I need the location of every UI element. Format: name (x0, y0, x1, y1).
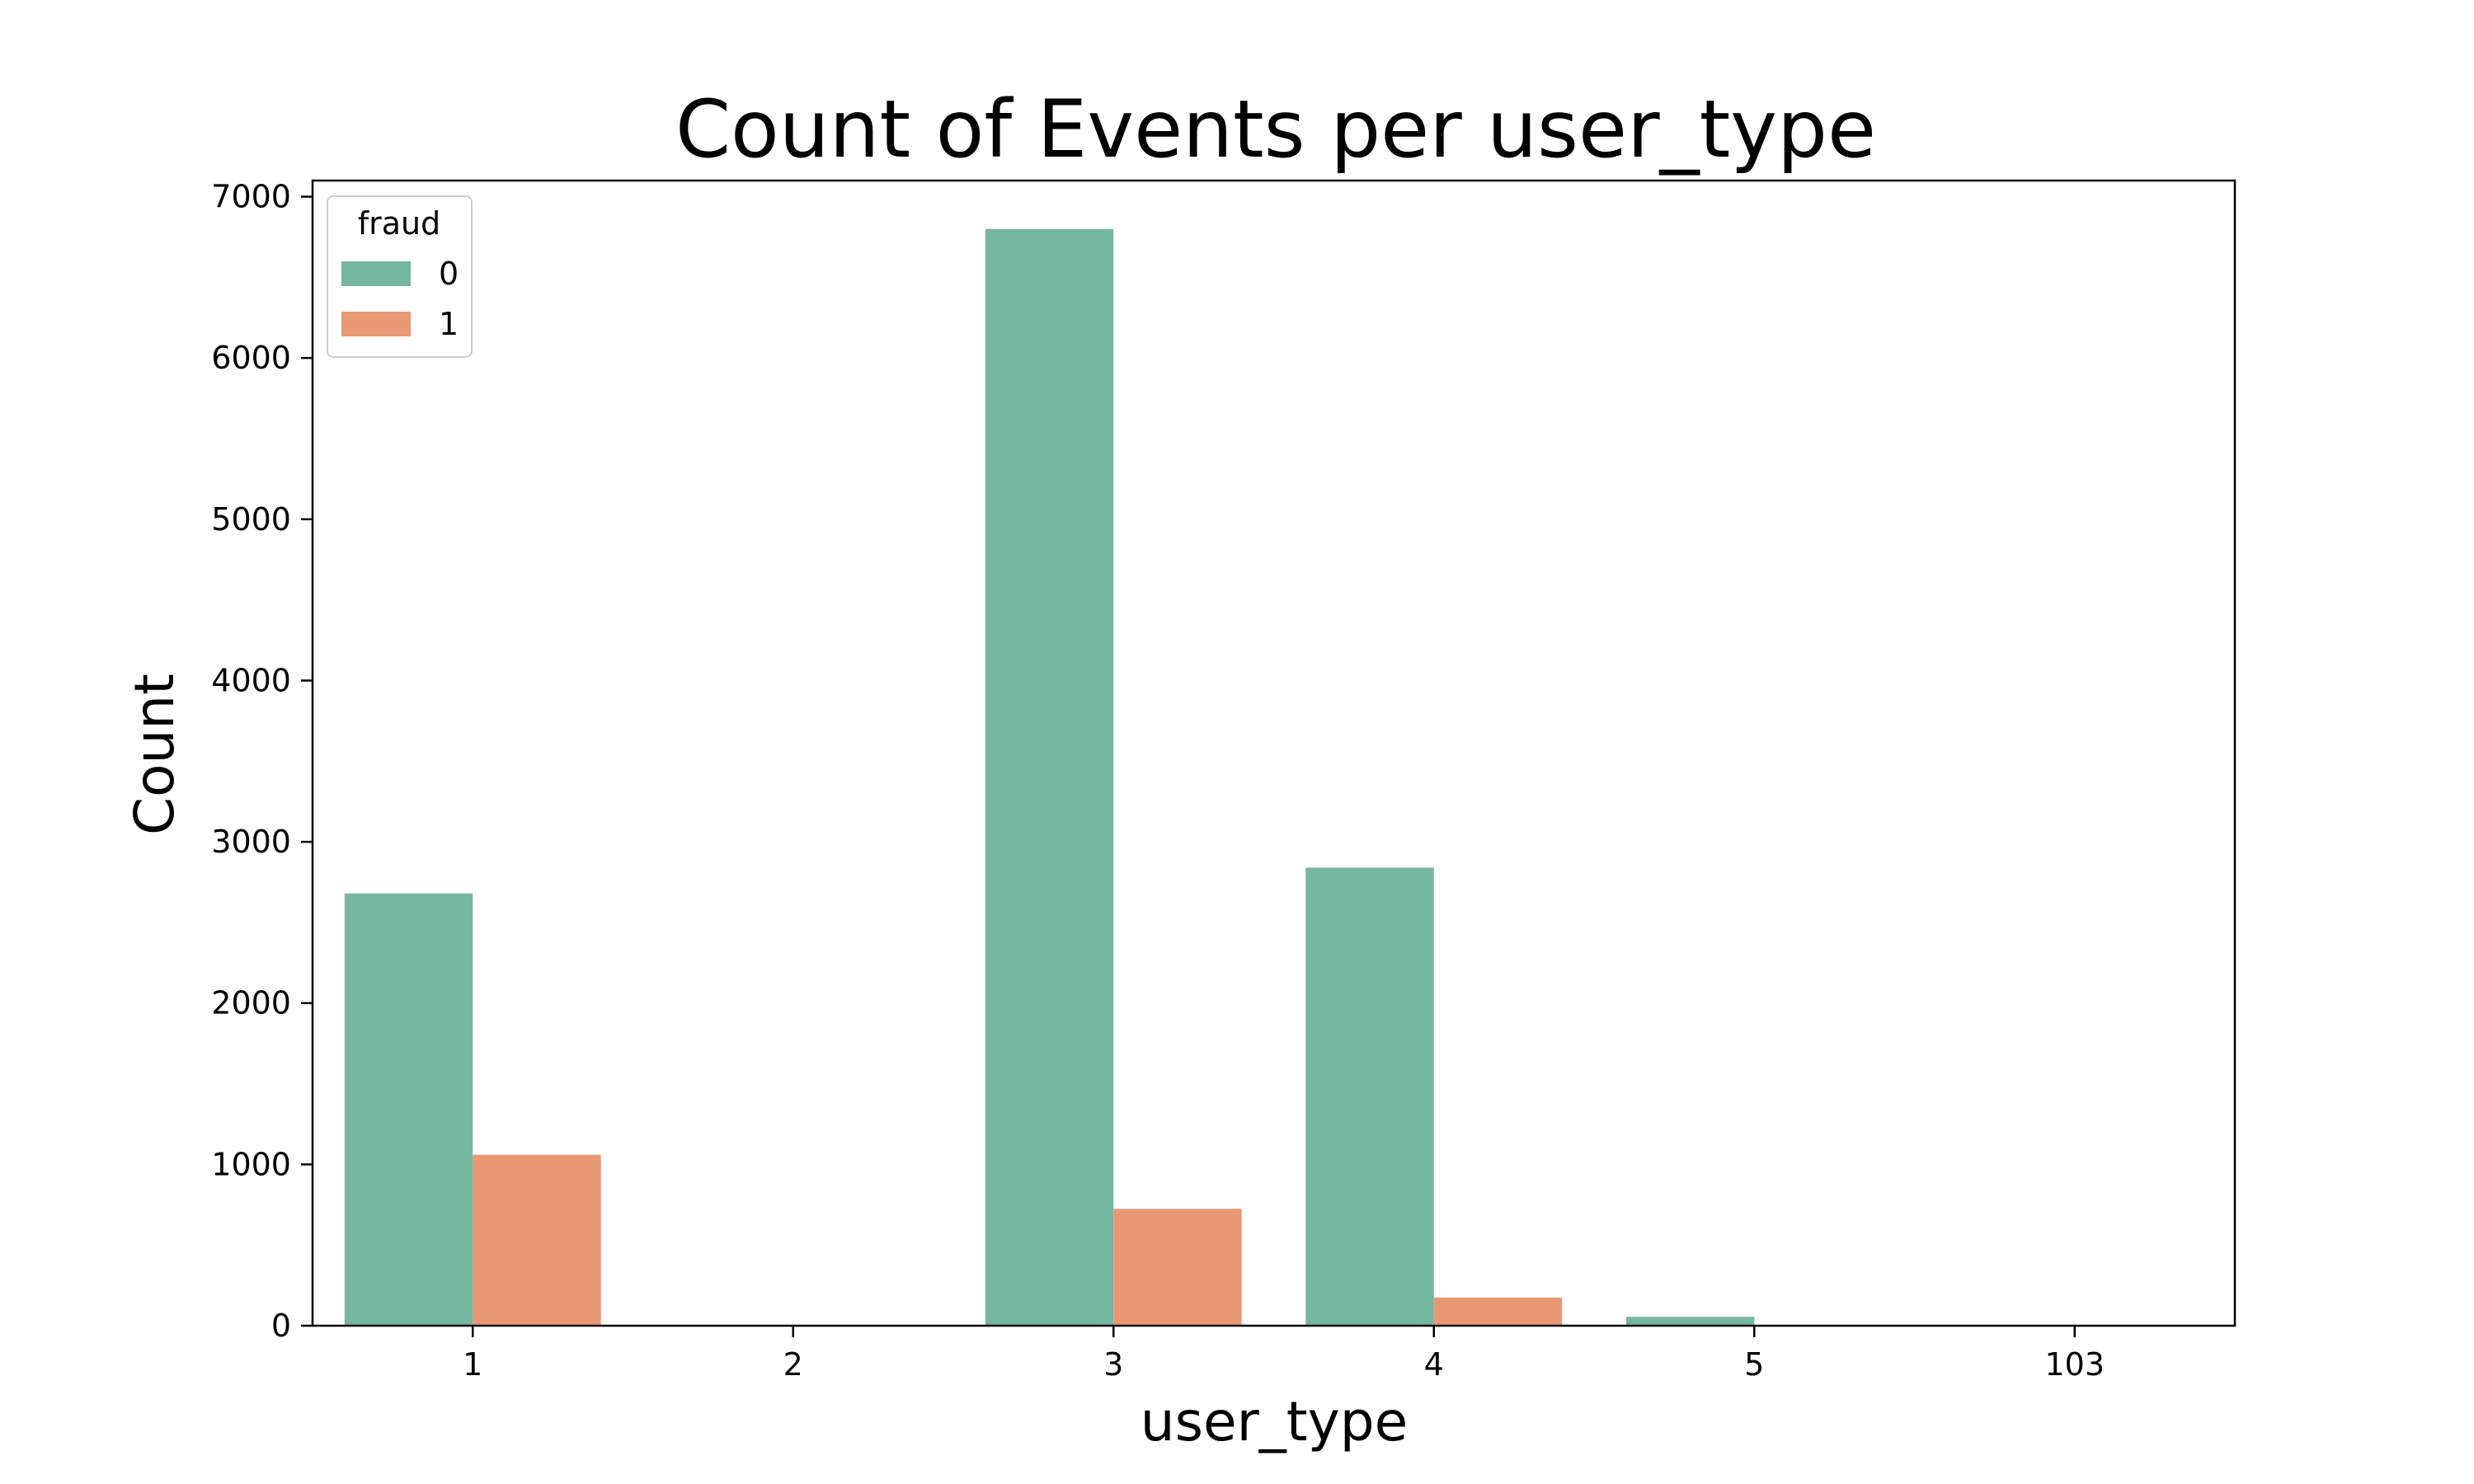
legend-swatch-0 (341, 261, 411, 286)
legend: fraud 0 1 (327, 195, 473, 358)
bar-fraud-0-type-5 (1625, 1317, 1755, 1326)
y-tick-label: 0 (271, 1308, 291, 1344)
chart-title: Count of Events per user_type (675, 83, 1876, 176)
bar-fraud-0-type-4 (1305, 867, 1434, 1326)
legend-label-0: 0 (439, 256, 459, 292)
y-tick-label: 5000 (211, 501, 291, 538)
x-tick-label: 103 (2044, 1346, 2105, 1383)
x-tick-label: 3 (1103, 1346, 1123, 1383)
bar-fraud-1-type-3 (1113, 1209, 1242, 1326)
y-tick-label: 3000 (211, 824, 291, 860)
x-tick-label: 2 (783, 1346, 803, 1383)
y-axis: 0 1000 2000 3000 4000 5000 6000 7000 (211, 179, 313, 1344)
y-tick-label: 6000 (211, 340, 291, 376)
legend-swatch-1 (341, 312, 411, 336)
y-tick-label: 4000 (211, 662, 291, 698)
y-tick-label: 7000 (211, 179, 291, 215)
bar-fraud-1-type-4 (1433, 1297, 1563, 1326)
y-tick-label: 1000 (211, 1146, 291, 1182)
bar-fraud-0-type-3 (985, 228, 1114, 1327)
x-axis-label: user_type (1141, 1390, 1408, 1453)
bar-fraud-1-type-1 (473, 1154, 601, 1326)
y-tick-label: 2000 (211, 985, 291, 1021)
plot-frame (311, 179, 2236, 1327)
x-tick-label: 5 (1744, 1346, 1764, 1383)
legend-label-1: 1 (439, 306, 459, 342)
x-tick-label: 4 (1424, 1346, 1444, 1383)
x-axis: 1 2 3 4 5 103 (463, 1326, 2105, 1383)
bars-layer (344, 228, 1755, 1327)
legend-title: fraud (358, 205, 441, 242)
y-axis-label: Count (123, 674, 186, 835)
bar-fraud-0-type-1 (344, 893, 473, 1326)
x-tick-label: 1 (463, 1346, 482, 1383)
